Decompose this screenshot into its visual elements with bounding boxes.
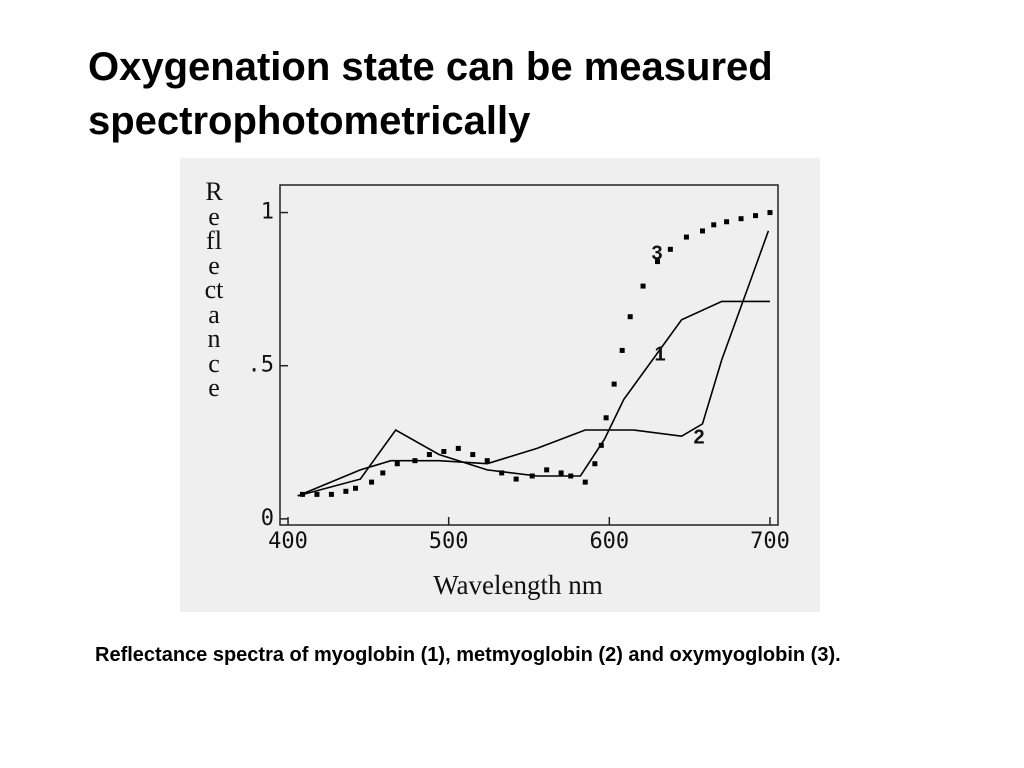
series-line (297, 230, 770, 497)
data-point (724, 219, 730, 225)
data-point (470, 452, 476, 458)
data-point (592, 461, 598, 467)
data-point (394, 461, 400, 467)
data-point (603, 415, 609, 421)
y-tick-label: 0 (261, 506, 274, 531)
data-point (558, 470, 564, 476)
x-tick-label: 600 (589, 529, 629, 554)
y-tick-label: 1 (261, 200, 274, 225)
series-line (297, 300, 770, 497)
data-point (343, 488, 349, 494)
data-point (499, 470, 505, 476)
plot-frame (279, 184, 779, 526)
data-point (544, 467, 550, 473)
data-point (767, 210, 773, 216)
data-point (353, 485, 359, 491)
data-point (683, 234, 689, 240)
x-tick-label: 400 (268, 529, 308, 554)
x-tick-label: 700 (750, 529, 790, 554)
data-point (619, 347, 625, 353)
y-tick-label: .5 (248, 353, 275, 378)
data-point (738, 216, 744, 222)
data-point (711, 222, 717, 228)
data-point (412, 458, 418, 464)
data-point (426, 452, 432, 458)
series-label: 1 (654, 343, 665, 365)
data-point (369, 479, 375, 485)
data-point (529, 473, 535, 479)
data-point (513, 476, 519, 482)
data-point (667, 246, 673, 252)
chart-background (180, 158, 820, 612)
y-axis-label: Reflectance (204, 177, 224, 402)
data-point (314, 491, 320, 497)
data-point (455, 445, 461, 451)
data-point (484, 458, 490, 464)
data-point (582, 479, 588, 485)
slide-title: Oxygenation state can be measured spectr… (88, 45, 773, 143)
data-point (611, 381, 617, 387)
x-tick-label: 500 (429, 529, 469, 554)
data-point (328, 491, 334, 497)
data-point (753, 213, 759, 219)
caption: Reflectance spectra of myoglobin (1), me… (95, 644, 841, 666)
data-point (699, 228, 705, 234)
data-point (640, 283, 646, 289)
series-label: 2 (693, 426, 704, 448)
series-label: 3 (651, 242, 662, 264)
data-point (299, 491, 305, 497)
x-axis-label: Wavelength nm (433, 570, 603, 600)
data-point (441, 448, 447, 454)
data-point (598, 442, 604, 448)
data-point (380, 470, 386, 476)
data-point (627, 314, 633, 320)
data-point (568, 473, 574, 479)
data-point (655, 259, 661, 265)
